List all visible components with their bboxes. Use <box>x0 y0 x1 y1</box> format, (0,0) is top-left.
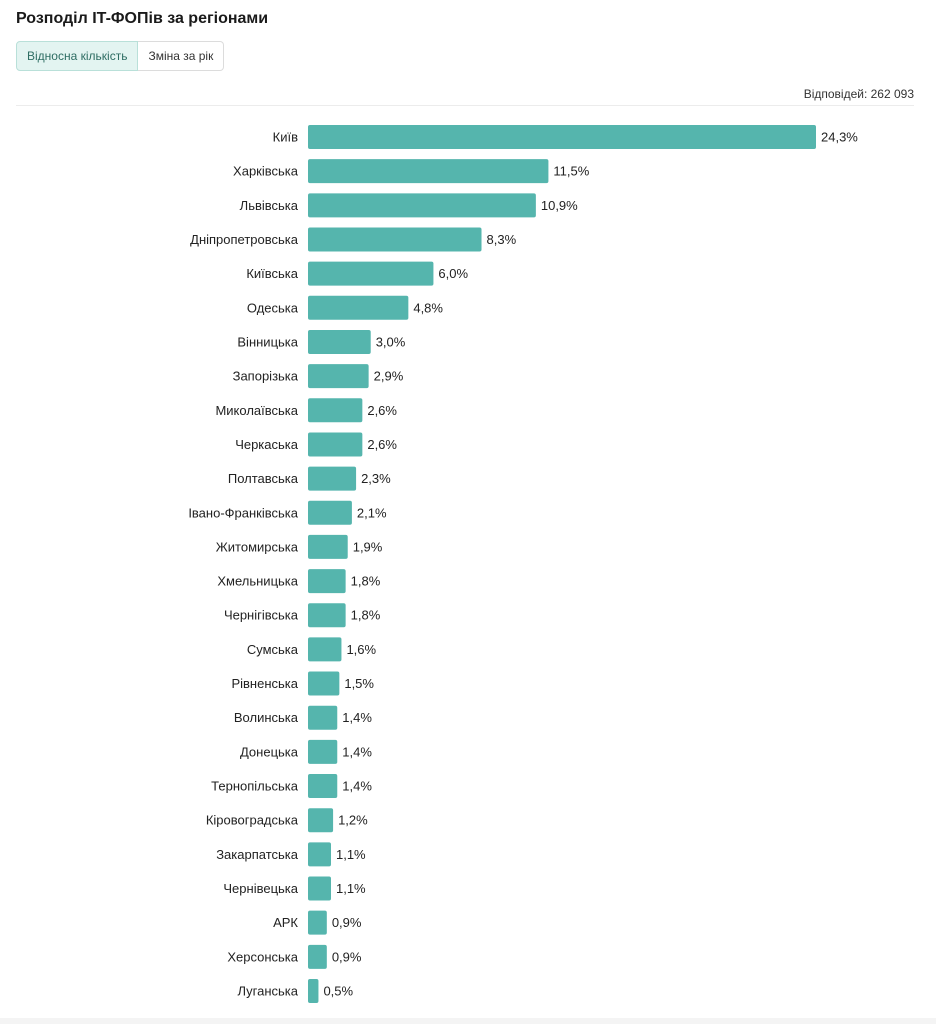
tab-relative-count[interactable]: Відносна кількість <box>16 41 139 71</box>
category-label: Чернігівська <box>224 608 299 623</box>
value-label: 1,1% <box>336 847 366 862</box>
bar[interactable] <box>308 739 338 764</box>
value-label: 1,4% <box>342 744 372 759</box>
category-label: Хмельницька <box>217 574 298 589</box>
value-label: 2,3% <box>361 471 391 486</box>
value-label: 2,9% <box>374 369 404 384</box>
bar[interactable] <box>308 364 369 389</box>
value-label: 2,6% <box>367 403 397 418</box>
bar[interactable] <box>308 398 363 423</box>
value-label: 1,4% <box>342 779 372 794</box>
category-label: АРК <box>273 915 298 930</box>
value-label: 8,3% <box>487 232 517 247</box>
bar[interactable] <box>308 295 409 320</box>
category-label: Херсонська <box>227 949 298 964</box>
category-label: Миколаївська <box>215 403 298 418</box>
bar[interactable] <box>308 125 816 149</box>
bar[interactable] <box>308 944 327 969</box>
bar[interactable] <box>308 569 346 594</box>
bar[interactable] <box>308 193 536 218</box>
divider <box>16 105 914 106</box>
category-label: Одеська <box>247 300 299 315</box>
category-label: Харківська <box>233 164 299 179</box>
value-label: 24,3% <box>821 130 858 145</box>
bar[interactable] <box>308 808 334 833</box>
category-label: Полтавська <box>228 471 299 486</box>
category-label: Івано-Франківська <box>188 505 298 520</box>
view-toggle: Відносна кількість Зміна за рік <box>16 41 225 71</box>
bar[interactable] <box>308 637 342 662</box>
bar[interactable] <box>308 466 357 491</box>
value-label: 1,9% <box>353 539 383 554</box>
category-label: Київська <box>246 266 298 281</box>
value-label: 1,8% <box>351 574 381 589</box>
category-label: Львівська <box>240 198 299 213</box>
value-label: 0,9% <box>332 915 362 930</box>
bar[interactable] <box>308 534 348 559</box>
bar[interactable] <box>308 603 346 628</box>
category-label: Волинська <box>234 710 299 725</box>
value-label: 10,9% <box>541 198 578 213</box>
category-label: Тернопільська <box>211 779 299 794</box>
category-label: Рівненська <box>231 676 298 691</box>
responses-count: Відповідей: 262 093 <box>803 87 914 101</box>
value-label: 1,5% <box>344 676 374 691</box>
bottom-strip <box>0 1018 936 1024</box>
value-label: 4,8% <box>413 300 443 315</box>
category-label: Київ <box>273 130 298 145</box>
value-label: 2,1% <box>357 505 387 520</box>
value-label: 0,5% <box>323 984 353 999</box>
bar[interactable] <box>308 432 363 457</box>
bar[interactable] <box>308 227 482 252</box>
value-label: 3,0% <box>376 334 406 349</box>
value-label: 1,8% <box>351 608 381 623</box>
bar[interactable] <box>308 671 340 696</box>
bar[interactable] <box>308 842 331 867</box>
bar[interactable] <box>308 261 434 286</box>
bar[interactable] <box>308 500 352 525</box>
bar[interactable] <box>308 159 549 184</box>
value-label: 1,6% <box>346 642 376 657</box>
value-label: 1,2% <box>338 813 368 828</box>
value-label: 0,9% <box>332 949 362 964</box>
bar[interactable] <box>308 979 319 1003</box>
value-label: 1,1% <box>336 881 366 896</box>
value-label: 2,6% <box>367 437 397 452</box>
bar[interactable] <box>308 910 327 935</box>
category-label: Чернівецька <box>223 881 298 896</box>
category-label: Кіровоградська <box>206 813 299 828</box>
category-label: Черкаська <box>235 437 299 452</box>
category-label: Закарпатська <box>216 847 299 862</box>
page-title: Розподіл IT-ФОПів за регіонами <box>16 10 269 27</box>
category-label: Дніпропетровська <box>190 232 299 247</box>
bar[interactable] <box>308 329 371 354</box>
value-label: 1,4% <box>342 710 372 725</box>
category-label: Донецька <box>240 744 299 759</box>
category-label: Луганська <box>237 984 298 999</box>
bar[interactable] <box>308 774 338 799</box>
value-label: 6,0% <box>438 266 468 281</box>
bar[interactable] <box>308 705 338 730</box>
category-label: Запорізька <box>233 369 299 384</box>
category-label: Житомирська <box>216 539 299 554</box>
value-label: 11,5% <box>553 164 589 179</box>
category-label: Вінницька <box>237 334 298 349</box>
tab-year-change[interactable]: Зміна за рік <box>138 41 225 71</box>
bar[interactable] <box>308 876 331 901</box>
category-label: Сумська <box>247 642 299 657</box>
